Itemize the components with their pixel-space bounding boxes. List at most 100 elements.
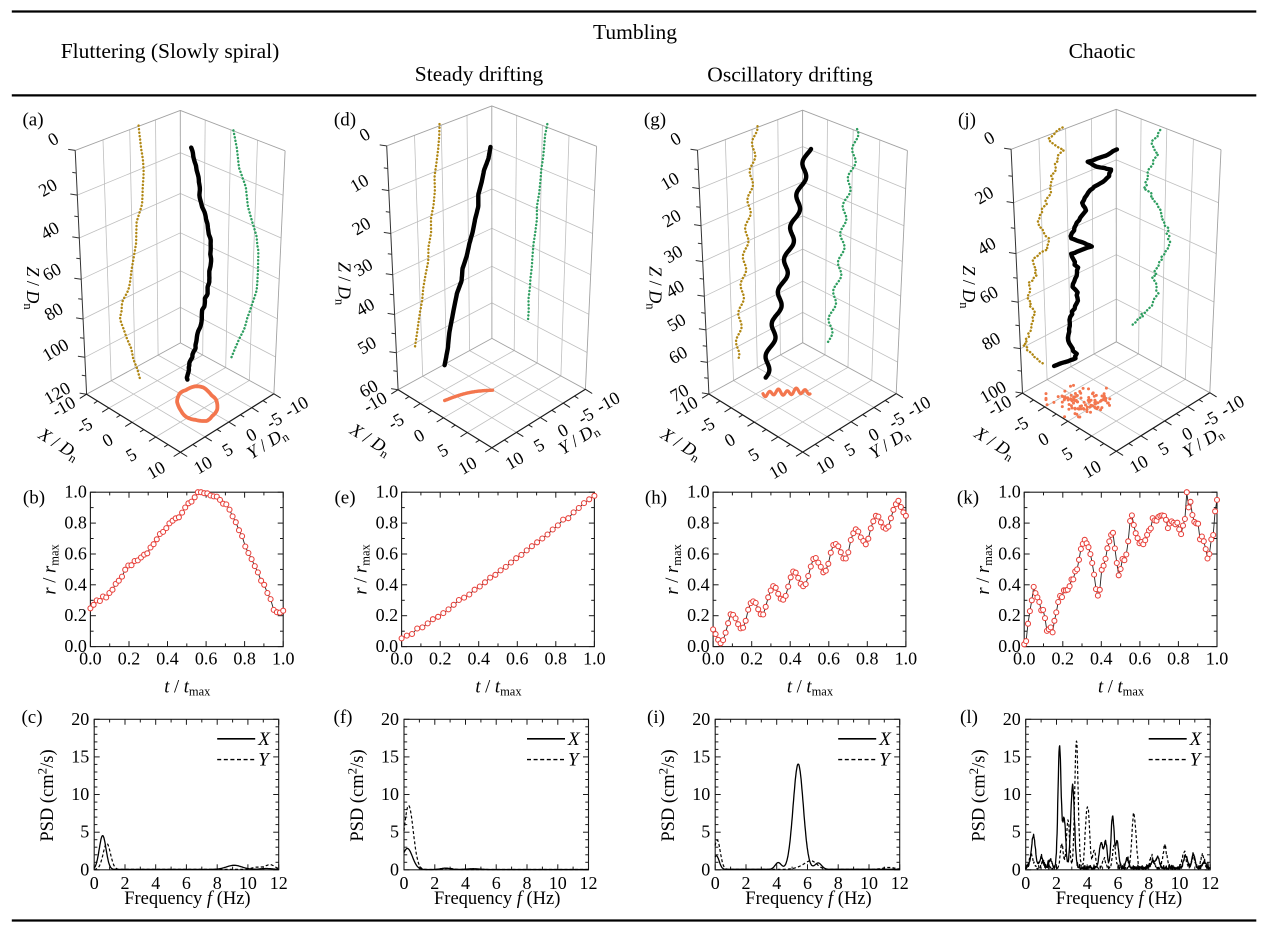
svg-text:0.4: 0.4 xyxy=(687,574,710,594)
svg-text:(g): (g) xyxy=(644,110,666,131)
svg-text:1.0: 1.0 xyxy=(1206,649,1229,669)
svg-text:12: 12 xyxy=(270,873,288,893)
svg-text:1.0: 1.0 xyxy=(64,482,87,502)
svg-text:1.0: 1.0 xyxy=(998,482,1021,502)
svg-text:6: 6 xyxy=(182,873,191,893)
svg-text:2: 2 xyxy=(430,873,439,893)
svg-text:Frequency f (Hz): Frequency f (Hz) xyxy=(745,889,871,909)
svg-text:15: 15 xyxy=(1003,746,1021,766)
svg-text:Z / Dn: Z / Dn xyxy=(21,266,43,310)
svg-text:0.6: 0.6 xyxy=(195,649,218,669)
svg-text:0.0: 0.0 xyxy=(376,636,399,656)
svg-text:0.0: 0.0 xyxy=(1013,649,1036,669)
svg-text:0.4: 0.4 xyxy=(1090,649,1113,669)
svg-text:0.0: 0.0 xyxy=(390,649,413,669)
svg-text:Chaotic: Chaotic xyxy=(1069,39,1136,63)
svg-text:Y: Y xyxy=(1190,750,1203,771)
svg-text:0.2: 0.2 xyxy=(998,605,1021,625)
svg-text:0.0: 0.0 xyxy=(64,636,87,656)
svg-text:(i): (i) xyxy=(647,707,665,728)
svg-text:0: 0 xyxy=(701,859,710,879)
svg-text:(j): (j) xyxy=(958,110,976,131)
svg-text:8: 8 xyxy=(834,873,843,893)
svg-text:0: 0 xyxy=(1012,859,1021,879)
svg-text:X: X xyxy=(567,729,581,750)
svg-text:(e): (e) xyxy=(334,488,355,509)
svg-text:Tumbling: Tumbling xyxy=(593,20,677,44)
svg-text:5: 5 xyxy=(701,822,710,842)
svg-text:0.8: 0.8 xyxy=(1167,649,1190,669)
svg-text:Z / Dn: Z / Dn xyxy=(643,266,665,310)
svg-text:0.2: 0.2 xyxy=(118,649,141,669)
svg-text:0.8: 0.8 xyxy=(376,513,399,533)
svg-text:0.2: 0.2 xyxy=(740,649,763,669)
svg-text:Steady drifting: Steady drifting xyxy=(415,62,544,86)
svg-text:0.8: 0.8 xyxy=(545,649,568,669)
svg-text:10: 10 xyxy=(381,784,399,804)
svg-text:6: 6 xyxy=(803,873,812,893)
svg-text:PSD (cm2/s): PSD (cm2/s) xyxy=(35,749,59,841)
svg-text:0.4: 0.4 xyxy=(467,649,490,669)
svg-text:0.4: 0.4 xyxy=(376,574,399,594)
svg-text:0.6: 0.6 xyxy=(376,544,399,564)
svg-text:Fluttering (Slowly spiral): Fluttering (Slowly spiral) xyxy=(61,39,280,63)
svg-text:0.8: 0.8 xyxy=(998,513,1021,533)
svg-text:Frequency f (Hz): Frequency f (Hz) xyxy=(1056,889,1182,909)
svg-text:15: 15 xyxy=(71,746,89,766)
svg-text:(b): (b) xyxy=(23,488,45,509)
svg-text:0.6: 0.6 xyxy=(687,544,710,564)
svg-text:15: 15 xyxy=(692,746,710,766)
svg-text:0: 0 xyxy=(1021,873,1030,893)
svg-text:4: 4 xyxy=(151,873,160,893)
svg-text:20: 20 xyxy=(381,709,399,729)
svg-text:10: 10 xyxy=(860,873,878,893)
svg-text:12: 12 xyxy=(891,873,909,893)
svg-text:8: 8 xyxy=(213,873,222,893)
svg-text:0.4: 0.4 xyxy=(156,649,179,669)
svg-text:0.6: 0.6 xyxy=(1129,649,1152,669)
svg-text:20: 20 xyxy=(692,709,710,729)
svg-text:(k): (k) xyxy=(957,488,979,509)
svg-text:0: 0 xyxy=(711,873,720,893)
svg-text:15: 15 xyxy=(381,746,399,766)
svg-text:5: 5 xyxy=(80,822,89,842)
svg-text:(c): (c) xyxy=(21,707,42,728)
svg-text:0.0: 0.0 xyxy=(687,636,710,656)
svg-text:0: 0 xyxy=(390,859,399,879)
svg-text:PSD (cm2/s): PSD (cm2/s) xyxy=(345,749,369,841)
svg-text:12: 12 xyxy=(1201,873,1219,893)
svg-text:8: 8 xyxy=(1144,873,1153,893)
svg-text:0.6: 0.6 xyxy=(64,544,87,564)
svg-text:10: 10 xyxy=(549,873,567,893)
svg-text:1.0: 1.0 xyxy=(583,649,606,669)
svg-text:8: 8 xyxy=(523,873,532,893)
svg-text:5: 5 xyxy=(1012,822,1021,842)
svg-text:10: 10 xyxy=(71,784,89,804)
svg-text:Z / Dn: Z / Dn xyxy=(333,262,355,306)
svg-text:1.0: 1.0 xyxy=(376,482,399,502)
svg-text:0.8: 0.8 xyxy=(233,649,256,669)
svg-text:0.6: 0.6 xyxy=(506,649,529,669)
svg-text:Z / Dn: Z / Dn xyxy=(957,265,979,309)
svg-text:X: X xyxy=(878,729,892,750)
svg-text:(a): (a) xyxy=(22,110,43,131)
svg-text:Y: Y xyxy=(568,750,581,771)
svg-text:4: 4 xyxy=(772,873,781,893)
svg-text:6: 6 xyxy=(492,873,501,893)
svg-text:20: 20 xyxy=(1003,709,1021,729)
svg-text:0.2: 0.2 xyxy=(376,605,399,625)
svg-text:Frequency f (Hz): Frequency f (Hz) xyxy=(434,889,560,909)
svg-text:12: 12 xyxy=(580,873,598,893)
svg-text:0.6: 0.6 xyxy=(818,649,841,669)
svg-text:4: 4 xyxy=(461,873,470,893)
svg-text:Oscillatory drifting: Oscillatory drifting xyxy=(707,63,873,87)
svg-text:0.2: 0.2 xyxy=(687,605,710,625)
svg-text:0: 0 xyxy=(90,873,99,893)
svg-text:Y: Y xyxy=(258,750,271,771)
svg-text:Y: Y xyxy=(879,750,892,771)
svg-text:(h): (h) xyxy=(645,488,667,509)
svg-text:2: 2 xyxy=(121,873,130,893)
svg-text:0.0: 0.0 xyxy=(702,649,725,669)
svg-text:0: 0 xyxy=(400,873,409,893)
svg-text:10: 10 xyxy=(239,873,257,893)
